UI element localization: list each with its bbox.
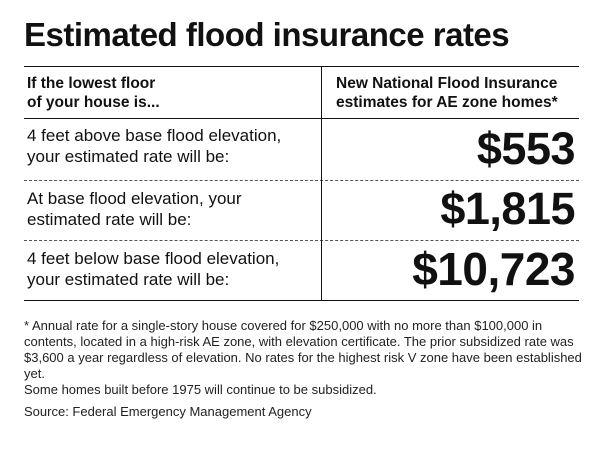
row-condition: At base flood elevation, your estimated …	[27, 189, 242, 229]
table-row: 4 feet below base flood elevation, your …	[24, 240, 579, 300]
row-rate: $10,723	[412, 243, 575, 295]
column-header-rate: New National Flood Insurance estimates f…	[336, 75, 558, 111]
footnote-text: * Annual rate for a single-story house c…	[24, 318, 582, 381]
row-condition: 4 feet below base flood elevation, your …	[27, 249, 280, 289]
table-row: At base flood elevation, your estimated …	[24, 180, 579, 240]
footnote-block: * Annual rate for a single-story house c…	[24, 318, 584, 420]
table-row: 4 feet above base flood elevation, your …	[24, 118, 579, 180]
row-condition: 4 feet above base flood elevation, your …	[27, 126, 282, 166]
header-rule	[24, 118, 579, 119]
column-header-condition: If the lowest floor of your house is...	[27, 75, 160, 111]
column-divider	[321, 66, 322, 300]
rates-table: If the lowest floor of your house is... …	[24, 66, 579, 301]
row-divider	[24, 180, 579, 181]
row-rate: $553	[476, 123, 576, 174]
table-top-rule	[24, 66, 579, 67]
chart-title: Estimated flood insurance rates	[24, 16, 510, 53]
row-rate: $1,815	[440, 183, 575, 234]
row-divider	[24, 240, 579, 241]
source-credit: Source: Federal Emergency Management Age…	[24, 404, 312, 419]
table-bottom-rule	[24, 300, 579, 301]
subsidy-note: Some homes built before 1975 will contin…	[24, 382, 377, 397]
